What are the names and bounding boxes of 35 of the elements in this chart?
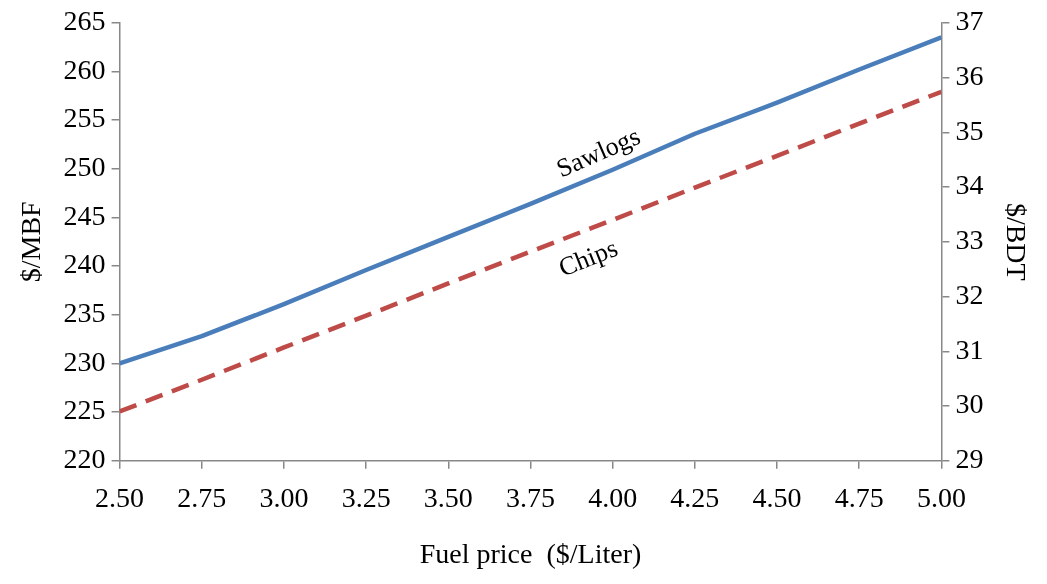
- y2-tick-label: 33: [955, 224, 984, 256]
- x-tick-label: 4.00: [588, 481, 638, 513]
- x-tick-label: 3.50: [423, 481, 473, 513]
- x-tick-label: 2.75: [177, 481, 227, 513]
- y-tick-label: 245: [63, 199, 106, 231]
- y-tick-label: 260: [63, 53, 106, 85]
- y2-tick-label: 37: [955, 5, 984, 37]
- x-tick-label: 2.50: [95, 481, 145, 513]
- y2-tick-label: 30: [955, 388, 984, 420]
- y-tick-label: 230: [63, 345, 106, 377]
- y-tick-label: 240: [63, 248, 106, 280]
- y-tick-label: 265: [63, 5, 106, 37]
- x-tick-label: 5.00: [916, 481, 966, 513]
- y-axis-title: $/MBF: [15, 201, 47, 283]
- x-tick-label: 3.25: [341, 481, 391, 513]
- x-tick-label: 4.50: [752, 481, 802, 513]
- x-tick-label: 4.25: [670, 481, 720, 513]
- y-tick-label: 255: [63, 102, 106, 134]
- y2-tick-label: 35: [955, 114, 984, 146]
- x-tick-label: 4.75: [834, 481, 884, 513]
- line-series: [119, 89, 942, 414]
- x-tick-label: 3.75: [506, 481, 555, 513]
- y2-tick-label: 34: [955, 169, 984, 201]
- y-tick-label: 220: [63, 443, 106, 475]
- text: Chips: [554, 233, 622, 283]
- y2-tick-label: 31: [955, 333, 984, 365]
- y2-tick-label: 36: [955, 59, 984, 91]
- y-tick-label: 225: [63, 394, 106, 426]
- x-axis-title: Fuel price ($/Liter): [419, 537, 642, 569]
- x-tick-label: 3.00: [259, 481, 309, 513]
- y2-axis-title: $/BDT: [1000, 202, 1032, 281]
- y2-tick-label: 32: [955, 278, 984, 310]
- y2-tick-label: 29: [955, 443, 984, 475]
- y-tick-label: 250: [63, 151, 106, 183]
- y-tick-label: 235: [63, 297, 106, 329]
